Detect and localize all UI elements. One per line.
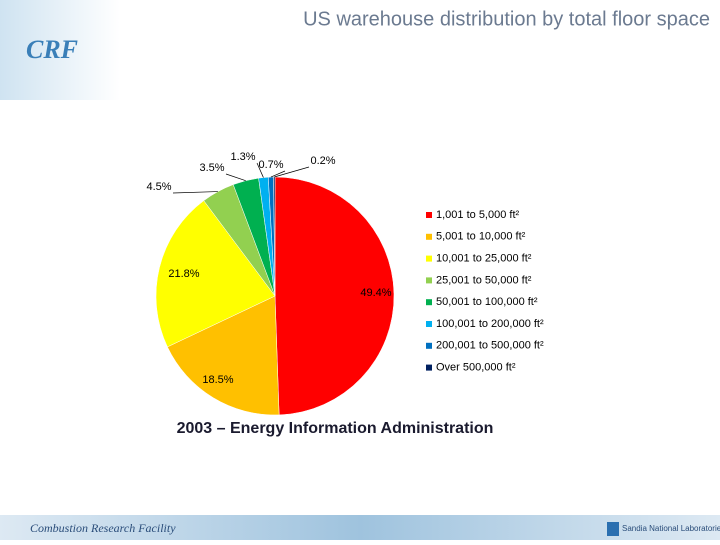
leader-line	[274, 166, 310, 178]
legend-label: 5,001 to 10,000 ft²	[436, 231, 526, 243]
leader-line	[225, 173, 246, 181]
legend-label: 25,001 to 50,000 ft²	[436, 274, 532, 286]
footer-band	[0, 515, 720, 540]
pie-slice	[274, 176, 395, 416]
data-label: 4.5%	[146, 181, 171, 193]
legend-swatch	[426, 212, 432, 218]
chart-subtitle: 2003 – Energy Information Administration	[177, 420, 494, 437]
legend-label: 100,001 to 200,000 ft²	[436, 318, 544, 330]
data-label: 3.5%	[199, 162, 224, 174]
chart-title: US warehouse distribution by total floor…	[303, 8, 710, 30]
legend-label: 50,001 to 100,000 ft²	[436, 296, 538, 308]
data-label: 18.5%	[202, 374, 233, 386]
data-label: 21.8%	[168, 268, 199, 280]
legend-swatch	[426, 299, 432, 306]
leader-line	[270, 170, 286, 178]
footer-logo	[607, 522, 619, 536]
header-decoration	[0, 0, 120, 100]
legend-swatch	[426, 364, 432, 371]
legend-label: 200,001 to 500,000 ft²	[436, 340, 544, 352]
legend-swatch	[426, 255, 432, 262]
pie-chart: 49.4% 18.5% 21.8% 4.5% 3.5% 1.3%0.7% 0.2% 1,001…	[146, 151, 544, 416]
legend-swatch	[426, 342, 432, 349]
data-label: 49.4%	[360, 287, 391, 299]
pie-slice	[167, 295, 280, 416]
logo: CRF	[26, 35, 78, 64]
legend-swatch	[426, 233, 432, 240]
legend-swatch	[426, 277, 432, 284]
legend-swatch	[426, 321, 432, 327]
legend-label: 1,001 to 5,000 ft²	[436, 209, 520, 221]
data-label: 0.7%	[258, 159, 283, 171]
legend-label: 10,001 to 25,000 ft²	[436, 253, 532, 265]
pie-slice	[155, 200, 276, 348]
footer-right: Sandia National Laboratories	[622, 524, 720, 533]
leader-line	[172, 191, 218, 194]
data-label: 0.2%	[310, 155, 335, 167]
data-label: 1.3%	[230, 151, 255, 163]
leader-line	[256, 162, 264, 178]
footer-left: Combustion Research Facility	[30, 521, 176, 535]
legend-label: Over 500,000 ft²	[436, 362, 516, 374]
